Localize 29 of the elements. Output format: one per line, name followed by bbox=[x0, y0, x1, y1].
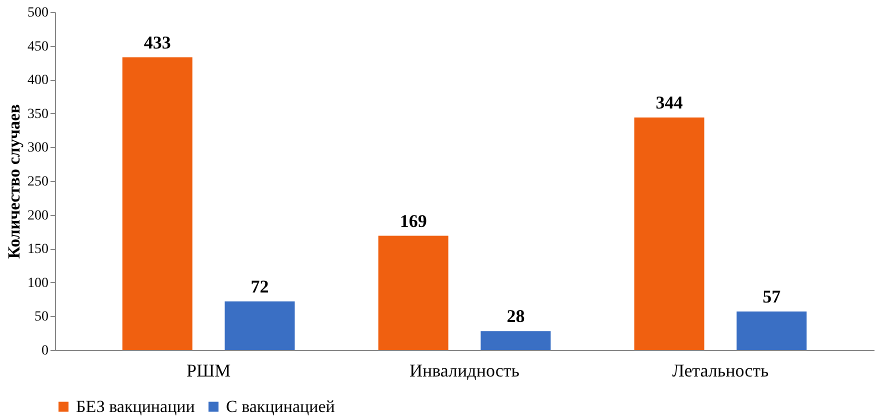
legend-label: БЕЗ вакцинации bbox=[76, 396, 195, 416]
y-tick-label: 250 bbox=[28, 174, 48, 190]
legend-label: С вакцинацией bbox=[226, 396, 335, 416]
y-tick-label: 200 bbox=[28, 208, 48, 224]
y-tick-label: 450 bbox=[28, 39, 48, 54]
data-label: 344 bbox=[656, 92, 683, 112]
data-label: 169 bbox=[400, 210, 427, 231]
x-tick-label: Инвалидность bbox=[410, 360, 520, 380]
data-label: 28 bbox=[506, 306, 525, 326]
y-tick-label: 300 bbox=[28, 140, 48, 156]
bar bbox=[224, 301, 295, 350]
x-tick-label: Летальность bbox=[672, 360, 769, 380]
data-label: 433 bbox=[144, 32, 171, 52]
x-tick-label: РШМ bbox=[186, 360, 231, 380]
bar bbox=[122, 57, 192, 350]
y-axis-title: Количество случаев bbox=[4, 104, 24, 259]
y-tick-label: 350 bbox=[28, 106, 48, 122]
bar bbox=[378, 236, 448, 350]
y-tick-label: 50 bbox=[34, 310, 48, 325]
y-tick-label: 100 bbox=[28, 276, 48, 291]
bar bbox=[480, 331, 551, 350]
data-label: 57 bbox=[762, 286, 781, 306]
y-tick-label: 0 bbox=[42, 344, 48, 358]
data-label: 72 bbox=[250, 276, 269, 296]
bar bbox=[736, 311, 807, 350]
bar bbox=[634, 117, 704, 350]
y-tick-label: 400 bbox=[28, 73, 48, 88]
y-tick-label: 150 bbox=[28, 242, 48, 258]
y-tick-label: 500 bbox=[28, 6, 48, 20]
